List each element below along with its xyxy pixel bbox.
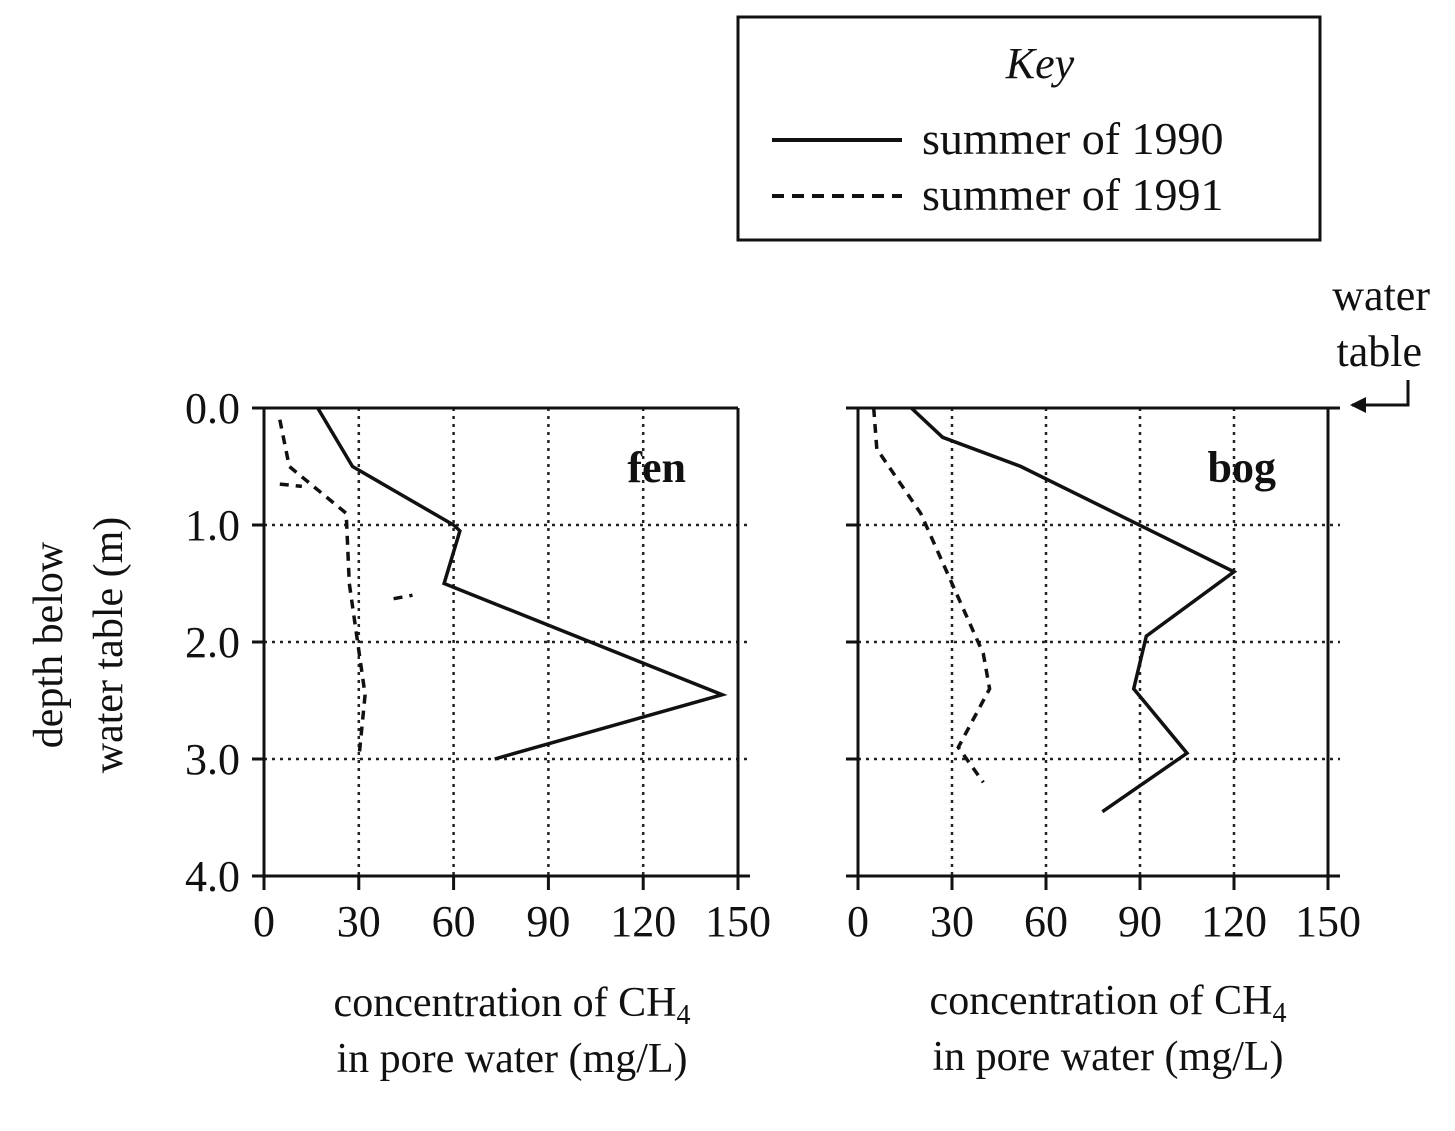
water-table-arrow <box>1352 380 1410 407</box>
y-tick-label: 3.0 <box>185 735 240 784</box>
fen-x-axis-label-line2: in pore water (mg/L) <box>336 1036 687 1082</box>
fen-x-tick-label: 150 <box>705 897 771 946</box>
bog-x-tick-label: 120 <box>1201 897 1267 946</box>
fen-series-1991-line <box>278 419 367 760</box>
fen-x-tick-label: 90 <box>526 897 570 946</box>
bog-x-axis-label-line2: in pore water (mg/L) <box>932 1034 1283 1080</box>
bog-x-tick-label: 60 <box>1024 897 1068 946</box>
bog-x-axis-label-main: concentration of CH <box>930 978 1273 1024</box>
fen-panel-title: fen <box>627 443 686 492</box>
water-table-annotation: water table <box>1332 271 1430 413</box>
bog-x-tick-label: 90 <box>1118 897 1162 946</box>
fen-x-tick-label: 60 <box>432 897 476 946</box>
water-table-label-line1: water <box>1332 271 1430 320</box>
fen-x-tick-label: 0 <box>253 897 275 946</box>
fen-series-1990-line <box>316 407 728 761</box>
bog-x-tick-label: 30 <box>930 897 974 946</box>
bog-x-axis-label-sub: 4 <box>1272 998 1286 1029</box>
y-tick-label: 1.0 <box>185 501 240 550</box>
legend-box <box>736 15 1322 242</box>
y-axis-label-line1: depth below <box>26 541 72 748</box>
y-tick-label: 4.0 <box>185 852 240 901</box>
panel-fen: 0 30 60 90 120 150 fen <box>252 406 771 946</box>
fen-series-1991-line <box>279 482 303 489</box>
bog-x-tick-label: 0 <box>847 897 869 946</box>
fen-x-axis-label-sub: 4 <box>676 1000 690 1031</box>
fen-x-tick-label: 120 <box>610 897 676 946</box>
fen-series-1991-line <box>393 593 413 601</box>
legend-title: Key <box>1005 39 1075 88</box>
fen-x-tick-label: 30 <box>337 897 381 946</box>
legend-label-1990: summer of 1990 <box>922 113 1224 164</box>
fen-x-axis-label-line1: concentration of CH4 <box>334 980 691 1031</box>
panel-bog: 0 30 60 90 120 150 bog <box>846 406 1361 946</box>
water-table-arrowhead <box>1350 397 1366 413</box>
bog-series-1991-line <box>871 407 992 784</box>
bog-x-tick-label: 150 <box>1295 897 1361 946</box>
bog-series-1990-line <box>910 406 1238 814</box>
bog-panel-title: bog <box>1208 443 1276 492</box>
y-tick-label: 2.0 <box>185 618 240 667</box>
legend-label-1991: summer of 1991 <box>922 169 1224 220</box>
fen-x-axis-label-main: concentration of CH <box>334 980 677 1026</box>
y-tick-label: 0.0 <box>185 384 240 433</box>
bog-x-axis-label-line1: concentration of CH4 <box>930 978 1287 1029</box>
legend: Key summer of 1990 summer of 1991 <box>736 15 1322 242</box>
y-tick-labels: 0.0 1.0 2.0 3.0 4.0 <box>185 384 240 901</box>
water-table-label-line2: table <box>1336 327 1422 376</box>
y-axis-label-line2: water table (m) <box>86 517 132 774</box>
